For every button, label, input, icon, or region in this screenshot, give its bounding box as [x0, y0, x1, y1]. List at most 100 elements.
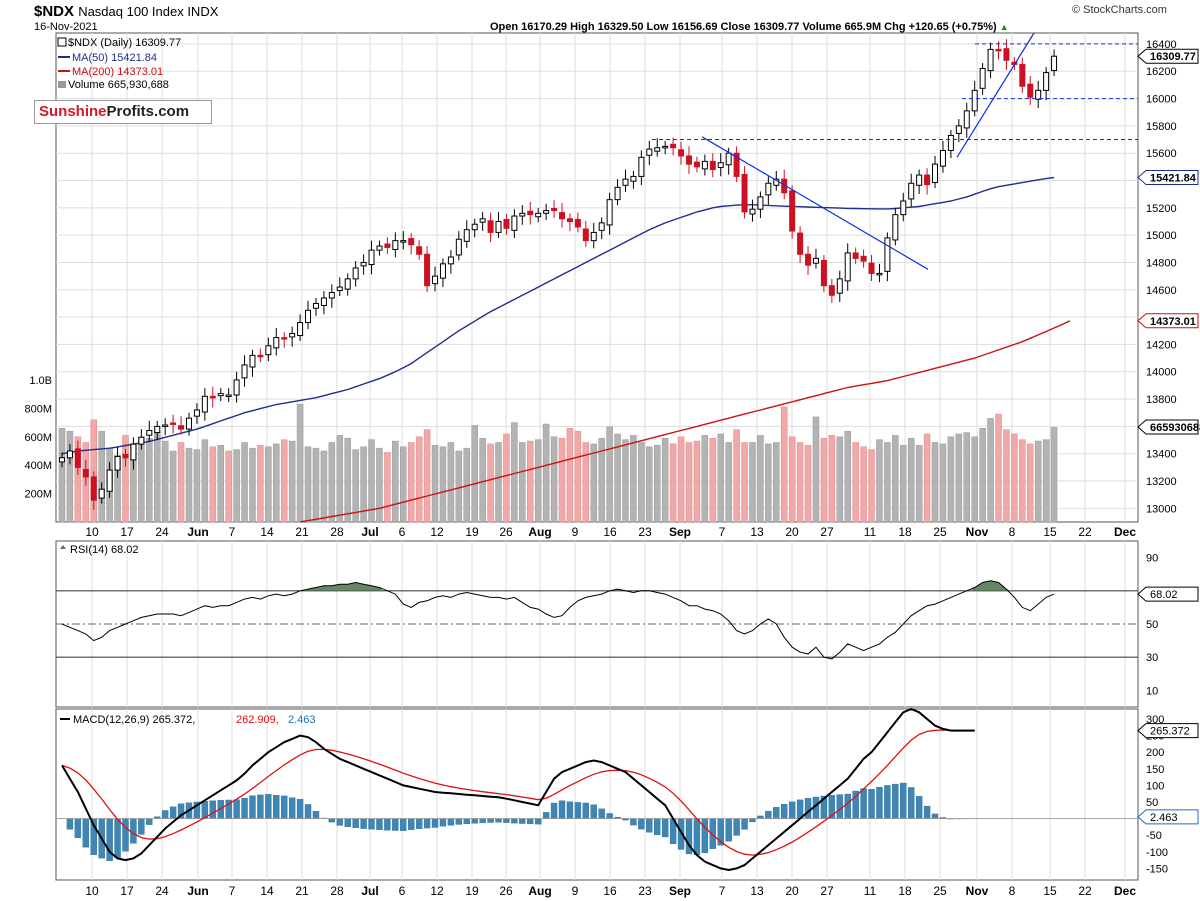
volume-bar [614, 433, 621, 523]
volume-bar [447, 442, 455, 523]
candle-body [400, 240, 407, 243]
candle-body [511, 215, 518, 231]
candle-body [868, 262, 875, 274]
candle-body [209, 395, 216, 399]
candle-body [638, 156, 645, 177]
candle-body [376, 245, 383, 251]
x-axis-label: 17 [120, 525, 134, 539]
x-axis-label-bottom: 22 [1078, 884, 1092, 898]
volume-bar [352, 449, 359, 523]
candle-body [709, 160, 716, 171]
volume-bar [884, 442, 891, 523]
x-axis-label: 28 [330, 525, 344, 539]
volume-legend-text: Volume 665,930,688 [68, 79, 169, 91]
volume-bar [1050, 427, 1058, 523]
candle-body [805, 253, 812, 266]
macd-tick-label: 150 [1146, 764, 1164, 776]
macd-histogram-bar [487, 818, 494, 823]
volume-bar [725, 442, 732, 523]
macd-histogram-bar [479, 818, 486, 824]
volume-bar [661, 437, 669, 523]
macd-histogram-bar [265, 794, 272, 819]
macd-histogram-bar [598, 808, 605, 819]
candle-body [59, 457, 65, 463]
volume-bar [153, 430, 161, 523]
macd-histogram-bar [550, 802, 558, 819]
macd-histogram-bar [376, 818, 383, 830]
candle-body [908, 182, 915, 200]
macd-histogram-bar [312, 811, 320, 819]
macd-histogram-bar [908, 787, 915, 819]
macd-histogram-bar [161, 810, 169, 819]
volume-bar [955, 433, 963, 523]
candle-body [527, 210, 534, 216]
macd-histogram-bar [804, 798, 812, 819]
candle-body [130, 443, 137, 461]
candle-body [765, 182, 772, 196]
volume-bar [693, 440, 701, 523]
volume-bar [265, 446, 272, 523]
volume-bar [503, 433, 510, 523]
candle-body [916, 174, 923, 186]
candle-body [932, 163, 939, 184]
price-tick-label: 13200 [1146, 476, 1177, 488]
candle-body [654, 147, 661, 152]
volume-bar [788, 436, 796, 523]
macd-histogram-bar [463, 818, 470, 824]
macd-histogram-bar [336, 818, 343, 826]
ma50-tag: 15421.84 [1150, 173, 1197, 185]
candle-body [1035, 89, 1042, 100]
candle-body [392, 240, 399, 250]
x-axis-label-bottom: 16 [603, 884, 617, 898]
candle-body [535, 212, 542, 218]
x-axis-label: 20 [785, 525, 799, 539]
volume-bar [185, 447, 193, 523]
candle-body [503, 218, 510, 229]
price-tick-label: 15000 [1146, 230, 1177, 242]
volume-bar [471, 425, 478, 523]
candle-body [455, 238, 462, 256]
volume-bar [209, 446, 217, 523]
macd-histogram-bar [876, 786, 883, 819]
macd-histogram-bar [296, 799, 304, 819]
candle-body [360, 261, 367, 267]
candle-body [797, 232, 804, 255]
volume-bar [273, 443, 280, 523]
macd-tick-label: -150 [1146, 863, 1168, 875]
candle-body [551, 208, 558, 212]
volume-bar [796, 442, 804, 523]
candle-body [582, 228, 589, 242]
candle-body [185, 417, 192, 430]
volume-bar [558, 437, 566, 523]
macd-histogram-bar [733, 818, 740, 836]
macd-histogram-bar [701, 818, 709, 854]
macd-histogram-bar [249, 795, 256, 819]
macd-histogram-bar [447, 818, 455, 826]
candle-body [66, 450, 73, 459]
price-tick-label: 16000 [1146, 94, 1177, 106]
macd-tick-label: -50 [1146, 830, 1162, 842]
price-tick-label: 14000 [1146, 367, 1177, 379]
volume-bar [439, 446, 447, 523]
candle-body [201, 395, 208, 413]
volume-tick-label: 800M [24, 403, 52, 415]
volume-bar [479, 437, 486, 523]
change-arrow-icon: ▲ [999, 22, 1009, 32]
candle-body [844, 252, 851, 282]
x-axis-label-bottom: Aug [528, 884, 551, 898]
macd-histogram-bar [923, 805, 931, 819]
candle-body [630, 175, 637, 182]
volume-bar [122, 435, 129, 523]
volume-bar [987, 418, 994, 523]
volume-bar [66, 430, 74, 523]
x-axis-label-bottom: Jul [361, 884, 378, 898]
x-axis-label: 21 [295, 525, 309, 539]
x-axis-label: Jun [187, 525, 208, 539]
x-axis-label: Nov [966, 525, 989, 539]
candle-body [170, 422, 177, 425]
rsi-tick-label: 10 [1146, 685, 1158, 697]
volume-bar [852, 442, 859, 523]
volume-bar [566, 428, 574, 523]
volume-bar [241, 442, 248, 523]
